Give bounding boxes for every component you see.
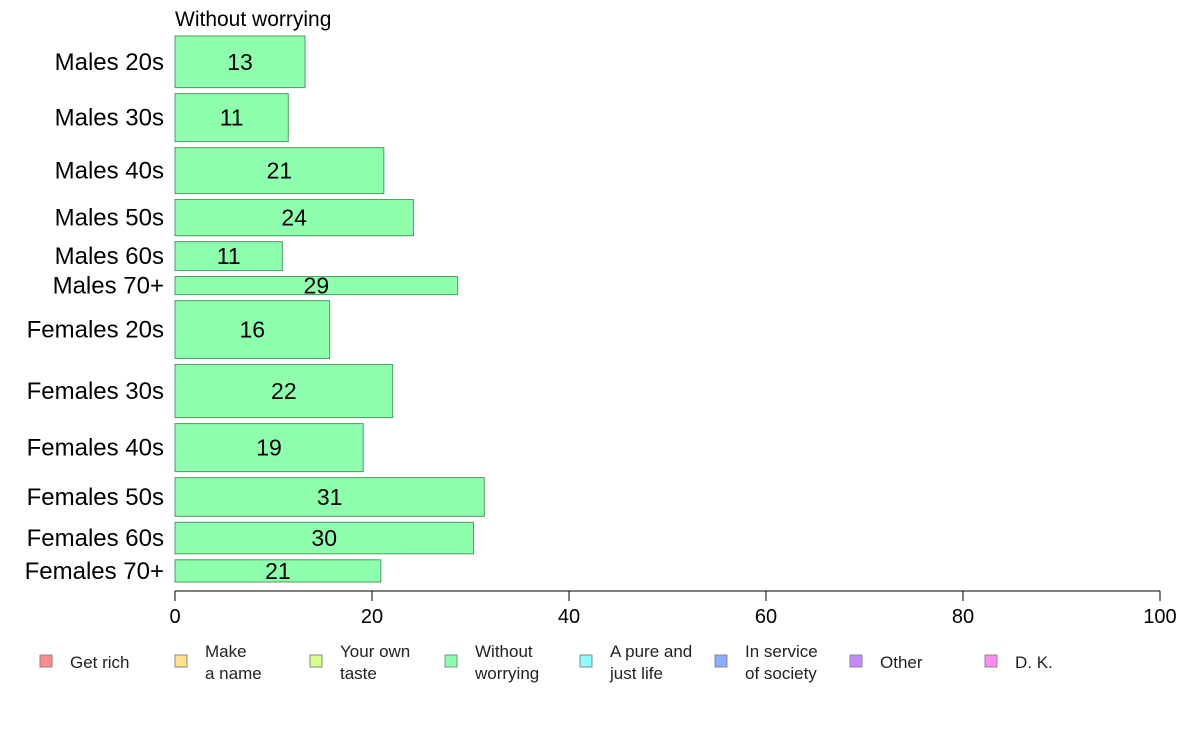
category-label: Females 50s bbox=[27, 484, 164, 511]
legend-label: Your own taste bbox=[340, 642, 410, 683]
legend-swatch bbox=[444, 654, 458, 668]
bar bbox=[174, 147, 385, 195]
bar-value-label: 11 bbox=[220, 105, 244, 131]
bar-value-label: 21 bbox=[267, 158, 293, 184]
category-label: Males 30s bbox=[55, 105, 164, 132]
category-label: Males 60s bbox=[55, 243, 164, 270]
legend-label: Make a name bbox=[205, 642, 262, 683]
x-tick-label: 0 bbox=[169, 606, 180, 628]
x-tick-label: 80 bbox=[952, 606, 974, 628]
legend-swatch bbox=[984, 654, 998, 668]
category-label: Females 20s bbox=[27, 317, 164, 344]
bar-value-label: 16 bbox=[240, 317, 266, 343]
category-label: Females 30s bbox=[27, 378, 164, 405]
bar bbox=[174, 93, 289, 143]
category-label: Females 70+ bbox=[25, 558, 164, 585]
bar bbox=[174, 300, 331, 359]
legend-label: Without worrying bbox=[474, 642, 539, 683]
legend-swatch bbox=[309, 654, 323, 668]
x-tick-label: 100 bbox=[1143, 606, 1176, 628]
legend-swatch bbox=[174, 654, 188, 668]
x-tick-label: 60 bbox=[755, 606, 777, 628]
bar-value-label: 24 bbox=[281, 205, 307, 231]
bar-value-label: 21 bbox=[265, 558, 291, 584]
category-label: Males 70+ bbox=[53, 273, 164, 300]
bar-value-label: 31 bbox=[317, 484, 343, 510]
x-tick-label: 20 bbox=[361, 606, 383, 628]
bar bbox=[174, 199, 414, 237]
bar-value-label: 30 bbox=[311, 525, 337, 551]
bar-value-label: 13 bbox=[227, 49, 253, 75]
legend-label: Other bbox=[880, 653, 923, 672]
bar bbox=[174, 521, 474, 555]
legend-swatch bbox=[849, 654, 863, 668]
legend-label: In service of society bbox=[745, 642, 818, 683]
bar-value-label: 19 bbox=[256, 435, 282, 461]
bar bbox=[174, 363, 394, 419]
bar-value-label: 29 bbox=[304, 273, 330, 299]
category-labels: Males 20s Males 30s Males 40s Males 50s Male… bbox=[25, 49, 164, 585]
legend-swatch bbox=[579, 654, 593, 668]
legend-label: D. K. bbox=[1015, 653, 1053, 672]
legend-swatch bbox=[39, 654, 53, 668]
bar bbox=[174, 423, 364, 473]
category-label: Females 40s bbox=[27, 435, 164, 462]
legend-swatch bbox=[714, 654, 728, 668]
bar bbox=[174, 276, 459, 296]
category-label: Females 60s bbox=[27, 525, 164, 552]
bars-layer: 13 11 21 24 11 29 16 22 19 31 30 21 bbox=[174, 35, 485, 584]
category-label: Males 20s bbox=[55, 49, 164, 76]
legend-label: Get rich bbox=[70, 653, 130, 672]
x-tick-label: 40 bbox=[558, 606, 580, 628]
bar bbox=[174, 35, 306, 89]
bar bbox=[174, 477, 485, 517]
bar-value-label: 22 bbox=[271, 378, 297, 404]
category-label: Males 50s bbox=[55, 205, 164, 232]
bar bbox=[174, 241, 283, 272]
category-label: Males 40s bbox=[55, 158, 164, 185]
legend-label: A pure and just life bbox=[609, 642, 692, 683]
x-axis: 0 20 40 60 80 100 bbox=[169, 590, 1177, 628]
bar bbox=[174, 559, 382, 583]
bar-value-label: 11 bbox=[217, 243, 241, 269]
legend: Get rich Make a name Your own taste Without wo… bbox=[39, 642, 1053, 683]
chart-title: Without worrying bbox=[175, 8, 331, 31]
